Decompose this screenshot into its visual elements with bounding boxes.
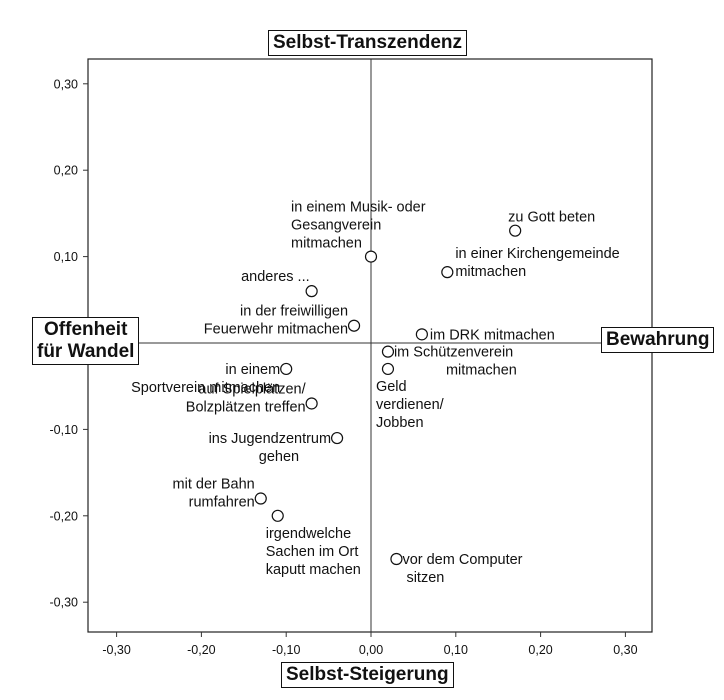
- data-point-marker: [441, 266, 454, 279]
- y-tick-label: -0,30: [50, 596, 79, 610]
- data-point-label: Feuerwehr mitmachen: [204, 322, 348, 338]
- data-point-group: in einem Sportverein mitmachen: [131, 362, 293, 396]
- ticks-layer: -0,30 -0,20 -0,10 0,00 0,10 0,20 0,30 0,30 0,20 0…: [50, 77, 638, 657]
- data-point-marker: [280, 362, 293, 376]
- data-point-marker: [415, 328, 428, 341]
- data-point-group: mit der Bahn rumfahren: [173, 477, 267, 511]
- data-point-label: zu Gott beten: [508, 210, 595, 226]
- y-tick-label: 0,30: [54, 77, 78, 91]
- x-tick-label: 0,10: [444, 643, 468, 657]
- x-tick-label: 0,30: [613, 643, 637, 657]
- data-point-label: in einer Kirchengemeinde: [455, 246, 619, 262]
- data-point-marker: [271, 509, 284, 522]
- data-point-label: mit der Bahn: [173, 477, 255, 493]
- x-tick-label: -0,20: [187, 643, 216, 657]
- data-point-label: irgendwelche: [266, 526, 351, 542]
- dimension-label-bottom: Selbst-Steigerung: [281, 662, 454, 688]
- data-point-marker: [381, 362, 395, 376]
- data-point-label: im Schützenverein: [394, 345, 513, 361]
- data-point-group: in einer Kirchengemeinde mitmachen: [441, 246, 620, 280]
- data-point-marker: [381, 345, 395, 358]
- axes-layer: [88, 59, 652, 632]
- data-point-label: anderes ...: [241, 269, 310, 285]
- dimension-label-left: Offenheit für Wandel: [32, 317, 140, 365]
- data-point-label: verdienen/: [376, 397, 445, 413]
- data-point-label: kaputt machen: [266, 562, 361, 578]
- y-tick-label: 0,10: [54, 250, 78, 264]
- plot-frame: [87, 58, 653, 633]
- data-point-marker: [305, 397, 318, 410]
- data-point-label: in der freiwilligen: [240, 304, 348, 320]
- data-point-marker: [254, 492, 267, 505]
- data-point-marker: [390, 552, 403, 566]
- data-point-group: im Schützenverein mitmachen: [381, 345, 517, 379]
- data-point-marker: [364, 250, 378, 263]
- data-point-group: auf Spielplätzen/Bolzplätzen treffen: [186, 381, 318, 415]
- y-tick-label: -0,20: [50, 509, 79, 523]
- data-point-group: Geld verdienen/Jobben: [376, 362, 445, 431]
- data-point-group: im DRK mitmachen: [415, 327, 555, 343]
- data-point-label: im DRK mitmachen: [430, 327, 555, 343]
- data-point-marker: [347, 319, 361, 332]
- data-point-label: mitmachen: [446, 363, 517, 379]
- data-point-group: in einem Musik- oder Gesangverein mitmache…: [291, 200, 426, 263]
- data-point-label: gehen: [259, 449, 299, 465]
- x-tick-label: -0,10: [272, 643, 301, 657]
- data-point-group: vor dem Computer sitzen: [390, 552, 523, 586]
- points-layer: in einem Musik- oder Gesangverein mitmache…: [131, 200, 620, 586]
- data-point-label: in einem Musik- oder: [291, 200, 426, 216]
- data-point-label: mitmachen: [291, 236, 362, 252]
- data-point-label: sitzen: [406, 570, 444, 586]
- data-point-label: Sportverein mitmachen: [131, 380, 280, 396]
- data-point-group: anderes ...: [241, 269, 318, 298]
- data-point-label: auf Spielplätzen/: [198, 381, 306, 397]
- data-point-label: mitmachen: [455, 264, 526, 280]
- data-point-group: zu Gott beten: [508, 210, 595, 237]
- data-point-label: vor dem Computer: [402, 552, 522, 568]
- x-tick-label: 0,00: [359, 643, 383, 657]
- dimension-label-left-line2: für Wandel: [37, 341, 135, 362]
- data-point-label: in einem: [225, 362, 280, 378]
- data-point-label: Jobben: [376, 415, 424, 431]
- dimension-label-right: Bewahrung: [601, 327, 715, 353]
- data-point-label: Bolzplätzen treffen: [186, 399, 306, 415]
- data-point-label: ins Jugendzentrum: [209, 431, 332, 447]
- data-point-group: ins Jugendzentrum gehen: [209, 431, 344, 465]
- data-point-label: Gesangverein: [291, 218, 381, 234]
- dimension-label-top: Selbst-Transzendenz: [268, 30, 467, 56]
- x-tick-label: -0,30: [102, 643, 131, 657]
- data-point-group: irgendwelche Sachen im Ort kaputt machen: [266, 509, 361, 578]
- y-tick-label: 0,20: [54, 164, 78, 178]
- data-point-label: rumfahren: [189, 495, 255, 511]
- data-point-label: Geld: [376, 379, 407, 395]
- dimension-label-left-line1: Offenheit: [44, 319, 128, 340]
- data-point-group: in der freiwilligen Feuerwehr mitmachen: [204, 304, 361, 338]
- y-tick-label: -0,10: [50, 423, 79, 437]
- data-point-label: Sachen im Ort: [266, 544, 359, 560]
- x-tick-label: 0,20: [528, 643, 552, 657]
- data-point-marker: [305, 285, 318, 298]
- data-point-marker: [330, 431, 344, 445]
- data-point-marker: [509, 224, 522, 237]
